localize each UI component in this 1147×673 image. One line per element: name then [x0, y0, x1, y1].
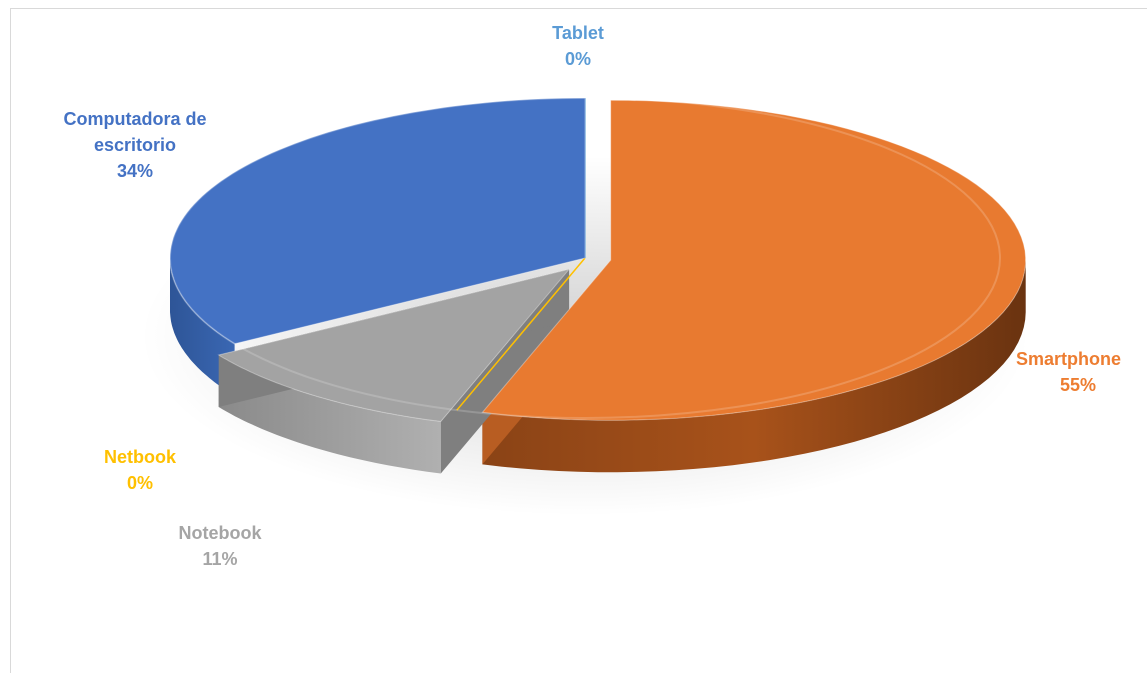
- pie-top-faces: [169, 97, 1027, 423]
- label-netbook-pct: 0%: [126, 473, 153, 493]
- pie-slice-netbook: [456, 257, 586, 411]
- pie-rim-highlight: [169, 97, 1001, 419]
- chart-frame: [10, 8, 1147, 673]
- pie-slice-notebook: [217, 268, 571, 423]
- label-netbook-name: Netbook: [104, 447, 176, 467]
- label-tablet-pct: 0%: [564, 49, 591, 69]
- label-desktop-name-line1: Computadora de: [63, 109, 207, 129]
- label-tablet-name: Tablet: [552, 23, 604, 43]
- label-notebook: Notebook 11%: [150, 520, 290, 572]
- pie-side-smartphone: [482, 260, 1026, 473]
- label-smartphone-pct: 55%: [1060, 375, 1097, 395]
- label-tablet: Tablet 0%: [528, 20, 628, 72]
- label-notebook-pct: 11%: [202, 549, 238, 569]
- pie-slice-smartphone: [481, 99, 1027, 421]
- label-smartphone-name: Smartphone: [1016, 349, 1122, 369]
- label-desktop-pct: 34%: [116, 161, 154, 181]
- pie-side-computadora-de-escritorio: [170, 258, 235, 396]
- label-smartphone: Smartphone 55%: [1016, 346, 1147, 398]
- label-notebook-name: Notebook: [178, 523, 262, 543]
- label-netbook: Netbook 0%: [80, 444, 200, 496]
- pie-slice-computadora-de-escritorio: [169, 97, 586, 345]
- label-desktop: Computadora de escritorio 34%: [30, 106, 240, 184]
- label-desktop-name-line2: escritorio: [93, 135, 177, 155]
